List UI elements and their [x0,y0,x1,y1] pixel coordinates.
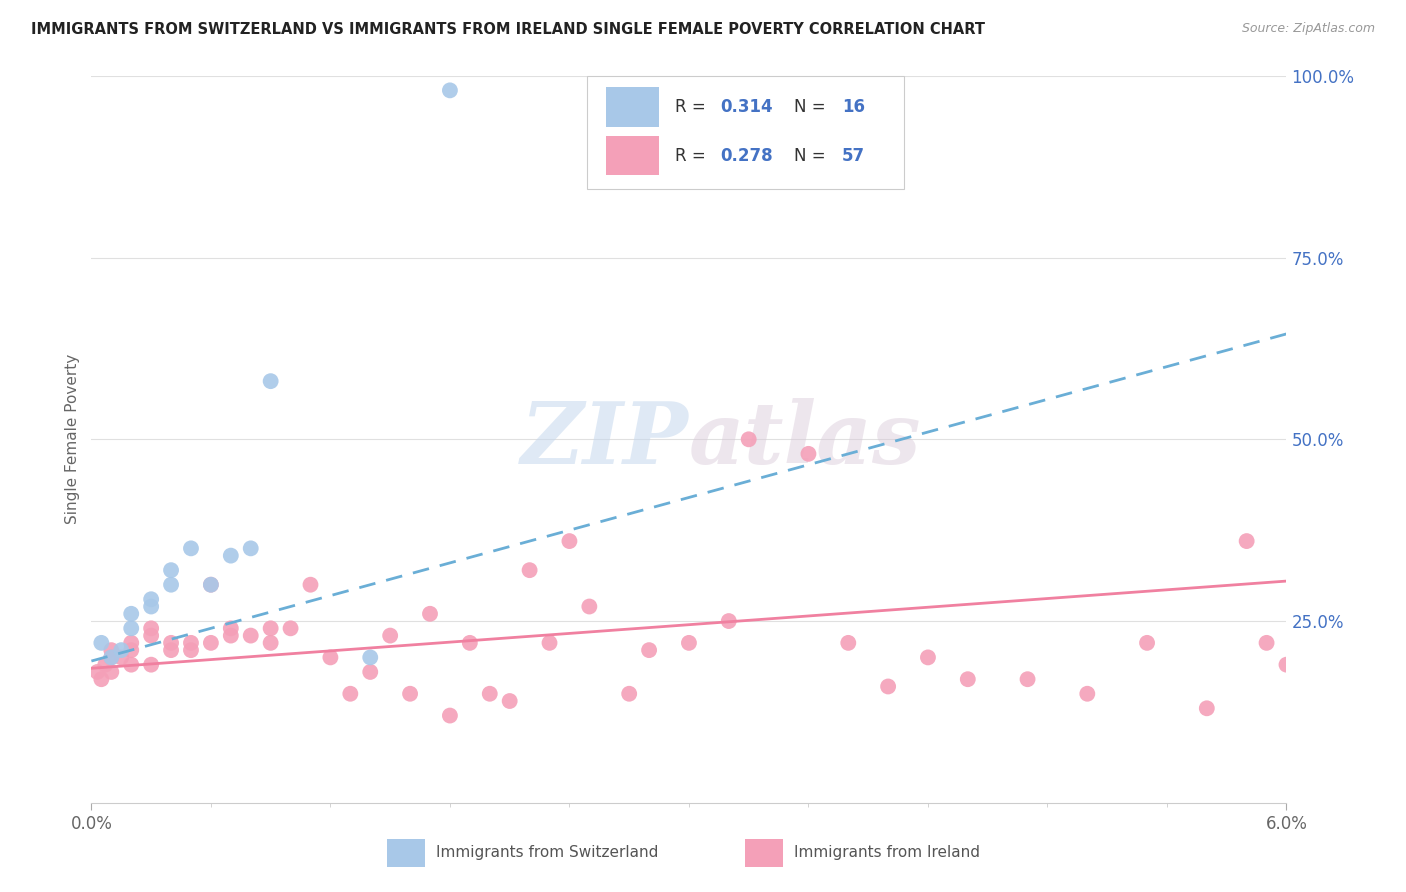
Text: R =: R = [675,98,710,116]
Point [90,636,112,650]
Point [200,578,222,592]
Point [558,534,581,549]
Point [94,657,117,672]
Point [141,592,162,607]
Point [259,621,281,635]
Point [160,578,183,592]
Point [1017,672,1039,686]
Point [180,643,202,657]
Text: Source: ZipAtlas.com: Source: ZipAtlas.com [1241,22,1375,36]
Point [359,665,381,679]
Point [399,687,422,701]
Point [160,563,183,577]
Point [120,636,142,650]
Text: Immigrants from Switzerland: Immigrants from Switzerland [436,846,658,861]
Point [259,374,281,388]
Point [877,680,900,694]
Point [100,665,122,679]
Point [280,621,302,635]
Point [180,636,202,650]
Point [1275,657,1298,672]
Point [339,687,361,701]
Point [160,636,183,650]
Point [141,599,162,614]
Point [439,83,461,97]
Point [219,621,242,635]
Point [200,578,222,592]
Point [219,629,242,643]
Text: atlas: atlas [689,398,921,481]
Point [120,621,142,635]
Point [141,621,162,635]
Point [419,607,441,621]
Point [378,629,402,643]
Text: 57: 57 [842,147,865,165]
Point [439,708,461,723]
Point [86,665,108,679]
Point [180,541,202,556]
Text: R =: R = [675,147,710,165]
Point [160,643,183,657]
Point [120,643,142,657]
Point [1256,636,1278,650]
Point [917,650,939,665]
Point [638,643,661,657]
Point [1136,636,1159,650]
Text: ZIP: ZIP [522,398,689,481]
Text: Immigrants from Ireland: Immigrants from Ireland [794,846,980,861]
Point [619,687,641,701]
Point [1076,687,1098,701]
Point [956,672,979,686]
Text: 16: 16 [842,98,865,116]
Point [239,629,262,643]
Point [578,599,600,614]
Point [239,541,262,556]
Point [1195,701,1218,715]
Point [110,643,132,657]
Text: IMMIGRANTS FROM SWITZERLAND VS IMMIGRANTS FROM IRELAND SINGLE FEMALE POVERTY COR: IMMIGRANTS FROM SWITZERLAND VS IMMIGRANT… [31,22,986,37]
Point [259,636,281,650]
Text: 0.278: 0.278 [720,147,773,165]
Point [797,447,820,461]
Point [100,650,122,665]
Point [478,687,501,701]
Point [120,607,142,621]
FancyBboxPatch shape [606,136,659,176]
Point [100,643,122,657]
Point [141,657,162,672]
FancyBboxPatch shape [745,839,783,867]
Point [837,636,859,650]
Point [538,636,561,650]
FancyBboxPatch shape [606,87,659,127]
Point [359,650,381,665]
Point [319,650,342,665]
Text: N =: N = [794,98,831,116]
Point [141,629,162,643]
Point [499,694,522,708]
Point [519,563,541,577]
Point [1236,534,1258,549]
FancyBboxPatch shape [588,76,904,188]
Point [90,672,112,686]
FancyBboxPatch shape [387,839,425,867]
Point [120,657,142,672]
Y-axis label: Single Female Poverty: Single Female Poverty [65,354,80,524]
Point [717,614,740,628]
Point [678,636,700,650]
Point [458,636,481,650]
Point [299,578,322,592]
Text: 0.314: 0.314 [720,98,773,116]
Point [219,549,242,563]
Text: N =: N = [794,147,831,165]
Point [110,650,132,665]
Point [737,432,759,446]
Point [100,650,122,665]
Point [200,636,222,650]
